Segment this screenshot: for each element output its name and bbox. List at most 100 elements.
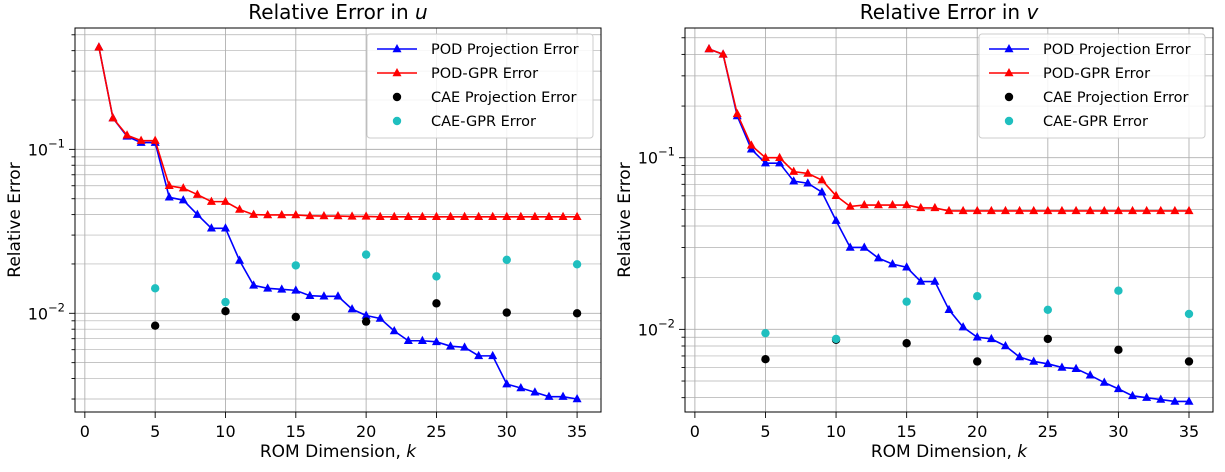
data-point-circle [831, 334, 841, 344]
data-point-triangle [1142, 392, 1152, 401]
data-point-triangle [1057, 362, 1067, 371]
series-pod-projection-error [704, 44, 1194, 405]
panel-relative-error-v: 0 5 10 15 20 25 30 35 10−2 10−1 Relative Error in … [615, 0, 1214, 462]
data-point-triangle [803, 178, 813, 187]
data-point-triangle [572, 394, 582, 403]
data-point-triangle [817, 187, 827, 196]
legend-item-pod-projection-error: POD Projection Error [989, 42, 1191, 58]
legend-label: CAE Projection Error [1043, 90, 1189, 106]
data-point-circle [1184, 357, 1194, 366]
data-point-circle [761, 355, 770, 364]
data-point-triangle [1184, 205, 1194, 215]
data-point-triangle [704, 44, 714, 53]
data-point-triangle [1128, 205, 1138, 215]
data-point-triangle [291, 209, 301, 219]
data-point-triangle [558, 211, 568, 221]
data-point-circle [221, 306, 230, 316]
data-point-triangle [178, 195, 188, 204]
data-point-circle [432, 299, 441, 308]
legend-item-cae-gpr-error: CAE-GPR Error [392, 114, 536, 130]
panel-relative-error-u: 0 5 10 15 20 25 30 35 10−2 10−1 Relative Error in … [5, 0, 602, 462]
data-point-triangle [831, 215, 841, 224]
legend-marker-triangle [392, 68, 402, 77]
data-point-triangle [375, 313, 385, 322]
data-point-triangle [718, 49, 728, 58]
axes-frame [74, 27, 602, 413]
legend-marker-circle [1004, 92, 1014, 102]
y-tick-label: 10−2 [638, 316, 675, 339]
legend-label: POD Projection Error [1043, 42, 1191, 58]
series-cae-projection-error [150, 299, 582, 330]
data-point-triangle [1000, 205, 1010, 215]
y-tick-label: 10−1 [28, 136, 65, 159]
legend: POD Projection Error POD-GPR Error CAE Pro… [366, 33, 594, 139]
data-point-triangle [1170, 205, 1180, 215]
data-point-triangle [544, 211, 554, 221]
data-point-triangle [873, 200, 883, 209]
chart-title: Relative Error in u [248, 0, 427, 24]
data-point-triangle [375, 211, 385, 221]
legend-label: POD-GPR Error [431, 66, 538, 82]
data-point-triangle [164, 192, 174, 201]
data-point-triangle [361, 211, 371, 220]
legend-label: CAE-GPR Error [431, 114, 536, 130]
data-point-triangle [192, 209, 202, 218]
data-point-circle [1043, 305, 1053, 315]
series-pod-gpr-error [94, 42, 582, 221]
data-point-triangle [460, 211, 470, 221]
data-point-triangle [305, 210, 315, 220]
data-point-triangle [389, 211, 399, 221]
data-point-triangle [1099, 377, 1109, 386]
data-point-triangle [263, 283, 273, 292]
data-point-triangle [502, 379, 512, 388]
legend-marker-circle [392, 116, 402, 126]
data-point-triangle [1156, 205, 1166, 215]
data-point-triangle [1029, 205, 1039, 215]
legend-marker-triangle [392, 44, 402, 53]
data-point-triangle [1170, 396, 1180, 405]
data-point-triangle [902, 262, 912, 271]
data-point-triangle [760, 152, 770, 161]
data-point-triangle [206, 196, 216, 205]
legend-item-cae-gpr-error: CAE-GPR Error [1004, 114, 1148, 130]
legend-label: CAE Projection Error [431, 90, 577, 106]
data-point-triangle [1043, 358, 1053, 368]
data-point-triangle [417, 335, 427, 345]
data-point-triangle [888, 200, 898, 209]
y-tick-label: 10−1 [638, 145, 675, 168]
x-tick-label: 35 [1179, 422, 1199, 441]
legend-marker-circle [1004, 116, 1014, 126]
data-point-triangle [916, 202, 926, 212]
series-cae-gpr-error [150, 250, 582, 307]
x-tick-label: 0 [690, 422, 700, 441]
data-point-triangle [930, 202, 940, 212]
data-point-triangle [558, 391, 568, 400]
data-point-triangle [488, 350, 498, 360]
data-point-triangle [845, 242, 855, 251]
y-axis-label: Relative Error [5, 162, 25, 277]
data-point-triangle [333, 211, 343, 220]
data-point-triangle [277, 284, 287, 293]
data-point-triangle [831, 190, 841, 200]
x-tick-label: 30 [1108, 422, 1128, 441]
data-point-triangle [192, 189, 202, 198]
data-point-triangle [972, 205, 982, 215]
data-point-triangle [544, 391, 554, 400]
data-point-circle [361, 317, 371, 326]
x-tick-label: 25 [1038, 422, 1058, 441]
data-point-triangle [1113, 383, 1123, 393]
data-point-triangle [150, 135, 160, 144]
data-point-triangle [1113, 205, 1123, 215]
data-point-triangle [1000, 340, 1010, 350]
data-point-triangle [732, 108, 742, 118]
data-point-triangle [403, 211, 413, 221]
data-point-triangle [789, 166, 799, 175]
series-pod-gpr-error [704, 44, 1194, 215]
data-point-triangle [164, 180, 174, 189]
data-point-triangle [1071, 363, 1081, 372]
x-tick-label: 5 [760, 422, 770, 441]
data-point-triangle [845, 201, 855, 210]
data-point-triangle [746, 140, 756, 149]
data-point-circle [973, 292, 982, 301]
